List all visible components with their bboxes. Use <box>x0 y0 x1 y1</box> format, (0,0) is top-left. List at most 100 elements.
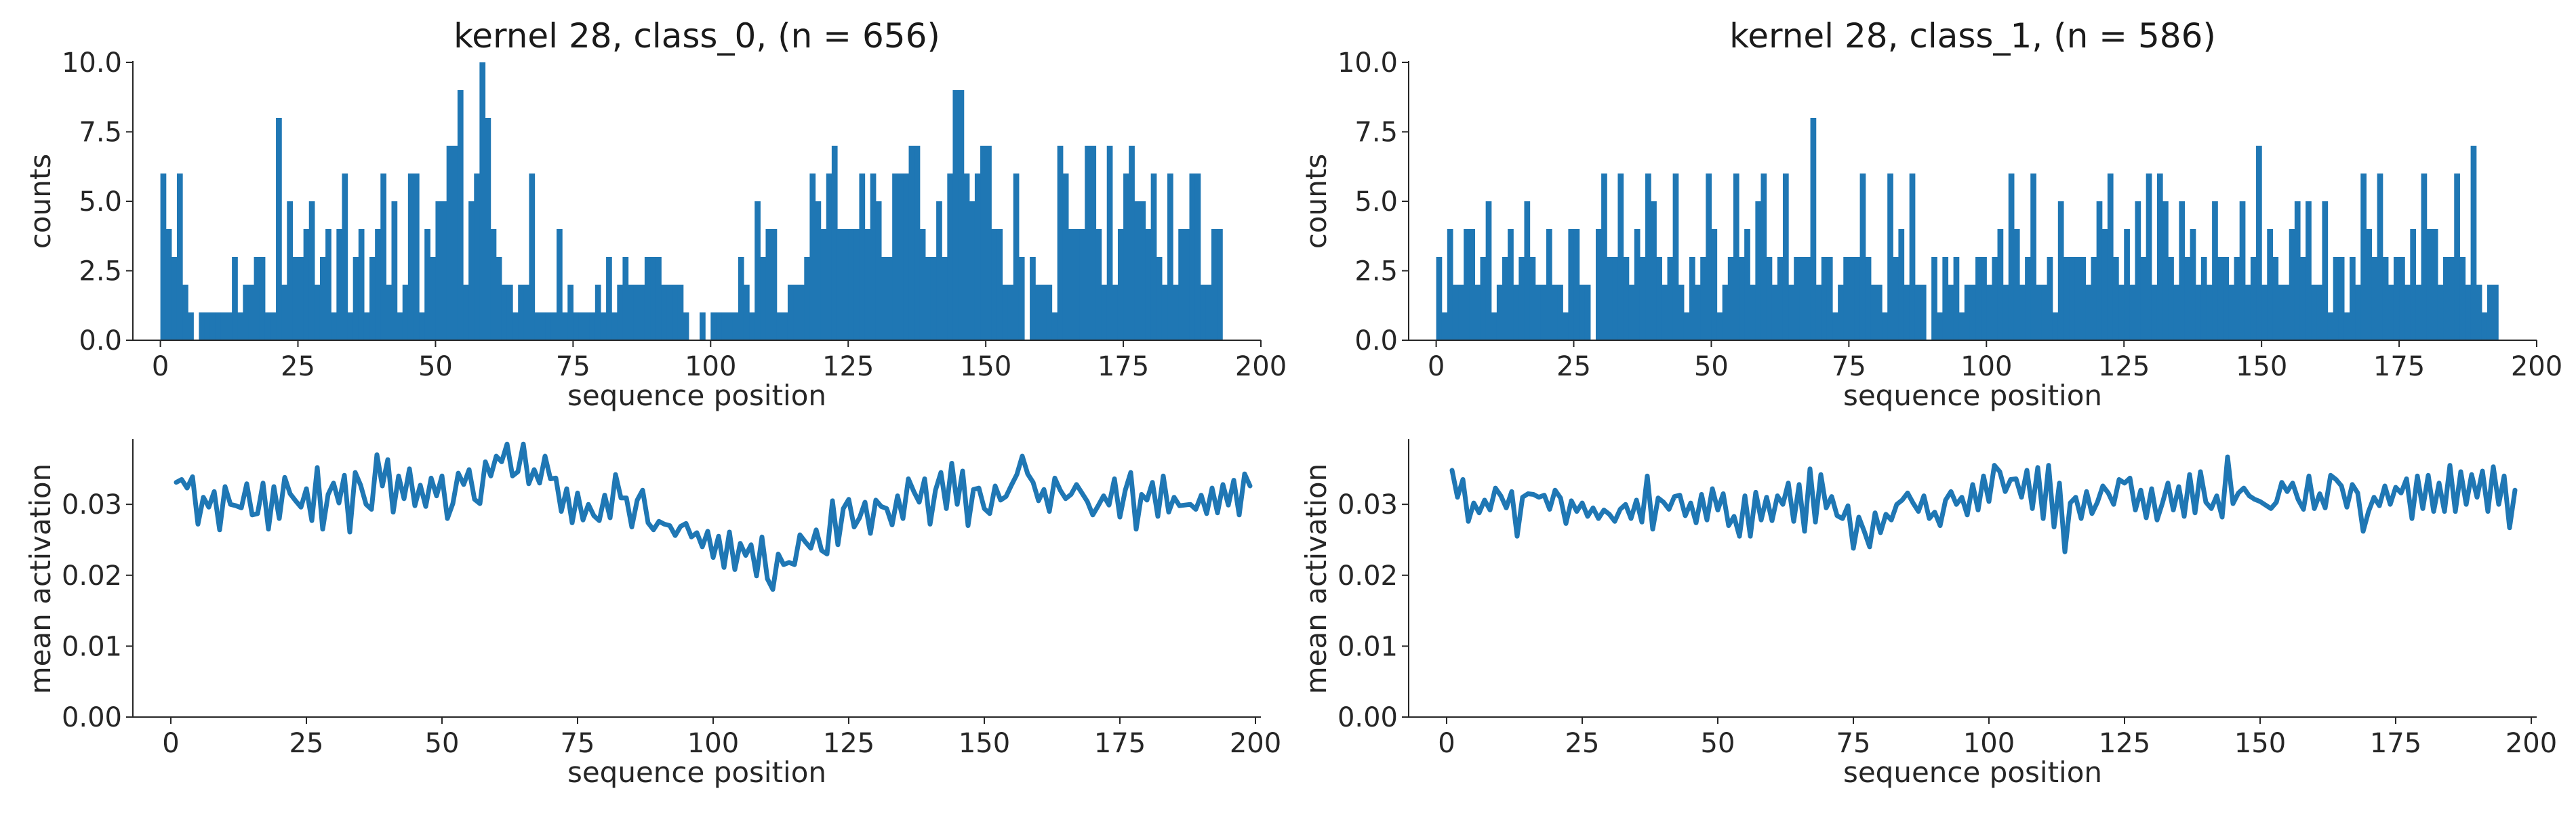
y-tick-label: 10.0 <box>62 47 122 79</box>
bar <box>2206 285 2213 340</box>
y-axis-label: mean activation <box>24 464 57 694</box>
bar <box>2217 257 2223 340</box>
bar <box>2432 229 2438 340</box>
bar <box>2283 285 2290 340</box>
bar <box>875 201 882 340</box>
x-tick-label: 0 <box>1428 351 1445 382</box>
x-tick-label: 100 <box>687 728 739 759</box>
bar <box>1123 174 1129 340</box>
bar <box>1057 146 1064 340</box>
bar <box>771 229 778 340</box>
bar <box>1623 257 1630 340</box>
y-tick-label: 0.01 <box>1337 631 1398 662</box>
bar <box>2013 229 2020 340</box>
bar <box>2184 257 2191 340</box>
bar <box>375 229 381 340</box>
bar <box>2250 257 2257 340</box>
bar <box>1200 285 1207 340</box>
bar <box>2112 257 2119 340</box>
bar <box>639 285 645 340</box>
x-tick-label: 50 <box>1694 351 1729 382</box>
bar <box>287 201 293 340</box>
bar <box>237 312 243 340</box>
x-tick-label: 25 <box>1565 728 1600 759</box>
bar <box>776 312 783 340</box>
bar <box>1030 257 1036 340</box>
bar <box>490 229 497 340</box>
x-tick-label: 125 <box>822 351 874 382</box>
bar <box>1975 257 1981 340</box>
bar <box>2366 229 2373 340</box>
bar <box>2057 201 2064 340</box>
bar <box>1997 229 2004 340</box>
bar <box>1074 229 1080 340</box>
bar <box>463 285 469 340</box>
bar <box>859 174 866 340</box>
bar <box>1167 174 1173 340</box>
bar <box>413 174 420 340</box>
y-tick-label: 0.00 <box>62 702 122 733</box>
bar <box>540 312 546 340</box>
bar <box>1617 174 1624 340</box>
bar <box>2338 257 2345 340</box>
x-tick-label: 125 <box>823 728 874 759</box>
bar <box>2228 285 2235 340</box>
y-axis-label: mean activation <box>1300 464 1333 694</box>
bar <box>1727 257 1734 340</box>
bar <box>656 257 662 340</box>
bar <box>2437 285 2444 340</box>
bar <box>1893 257 1899 340</box>
bar <box>980 146 986 340</box>
bar <box>1535 285 1542 340</box>
bar <box>2443 257 2449 340</box>
bar <box>314 285 321 340</box>
series-line <box>1449 454 2518 554</box>
bar <box>732 312 739 340</box>
bar <box>1458 285 1464 340</box>
bar <box>468 201 475 340</box>
bar <box>2481 312 2488 340</box>
bar <box>523 285 530 340</box>
bar <box>2404 285 2411 340</box>
bar <box>700 312 706 340</box>
chart-0: 0 25 50 75 100 125 150 175 200 0.0 2.5 5.0 7.5 10.0 se… <box>24 16 1287 412</box>
bar <box>1184 229 1190 340</box>
x-axis-label: sequence position <box>1843 379 2102 412</box>
bar <box>2107 174 2114 340</box>
bar <box>215 312 222 340</box>
bar <box>804 257 810 340</box>
bar <box>1612 257 1619 340</box>
bar <box>562 312 568 340</box>
bar <box>1700 257 1706 340</box>
x-tick-label: 75 <box>556 351 590 382</box>
bar <box>199 312 205 340</box>
bar <box>1958 312 1965 340</box>
chart-3: 0 25 50 75 100 125 150 175 200 0.00 0.01 0.02 0.03 se… <box>1300 439 2557 789</box>
bar <box>1194 174 1201 340</box>
x-tick-label: 25 <box>289 728 324 759</box>
bar <box>864 229 871 340</box>
bar <box>2200 257 2207 340</box>
bar <box>2487 285 2493 340</box>
bar <box>2261 285 2268 340</box>
bar <box>721 312 728 340</box>
bar <box>1843 257 1849 340</box>
bar <box>2156 174 2163 340</box>
bar <box>1750 285 1756 340</box>
bar <box>942 257 948 340</box>
bar <box>2195 285 2202 340</box>
x-tick-label: 125 <box>2099 728 2150 759</box>
x-tick-label: 50 <box>425 728 460 759</box>
bar <box>2459 257 2466 340</box>
bar <box>1508 229 1514 340</box>
bar <box>1964 285 1971 340</box>
bar <box>2030 174 2036 340</box>
bar <box>1129 146 1135 340</box>
bar <box>402 285 409 340</box>
bar <box>2350 257 2356 340</box>
x-tick-label: 175 <box>2373 351 2425 382</box>
bar <box>1211 229 1217 340</box>
chart-title: kernel 28, class_0, (n = 656) <box>454 16 940 56</box>
x-tick-label: 0 <box>1438 728 1455 759</box>
